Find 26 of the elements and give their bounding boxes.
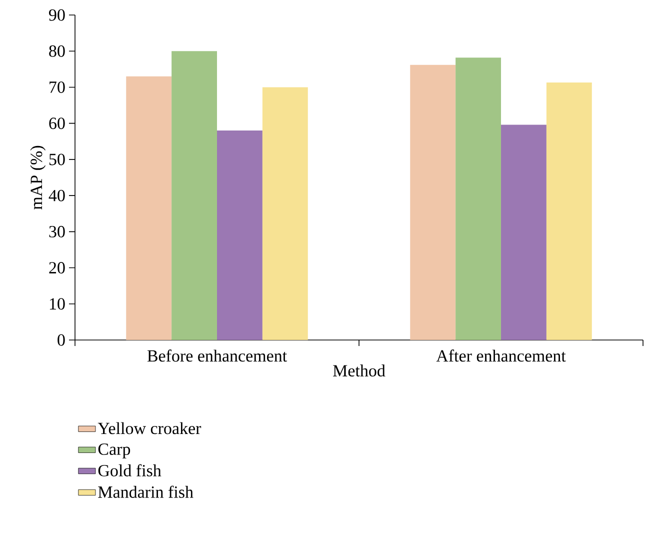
y-tick-label: 80 [49,45,65,57]
y-axis-title: mAP (%) [30,146,46,210]
bar [410,64,456,340]
y-tick-label: 50 [49,154,65,166]
legend-label: Gold fish [98,464,162,476]
y-tick-label: 0 [58,334,65,346]
y-tick-label: 30 [49,226,65,238]
x-axis-title: Method [333,364,386,377]
x-tick-label: Before enhancement [147,350,287,362]
bar [217,130,262,340]
y-tick-label: 60 [49,118,65,130]
bar [546,82,592,340]
bar [262,87,308,340]
x-tick-label: After enhancement [436,350,566,362]
y-tick-label: 10 [50,298,65,310]
y-tick-label: 70 [50,81,65,93]
bar [456,58,502,340]
legend-label: Carp [98,443,130,458]
y-tick-label: 40 [48,190,65,202]
legend-label: Yellow croaker [98,422,202,434]
bar [172,51,218,340]
y-tick-label: 90 [49,9,65,21]
y-tick-label: 20 [49,262,65,274]
bar [126,76,172,340]
legend-label: Mandarin fish [98,486,194,498]
bar [501,124,546,340]
